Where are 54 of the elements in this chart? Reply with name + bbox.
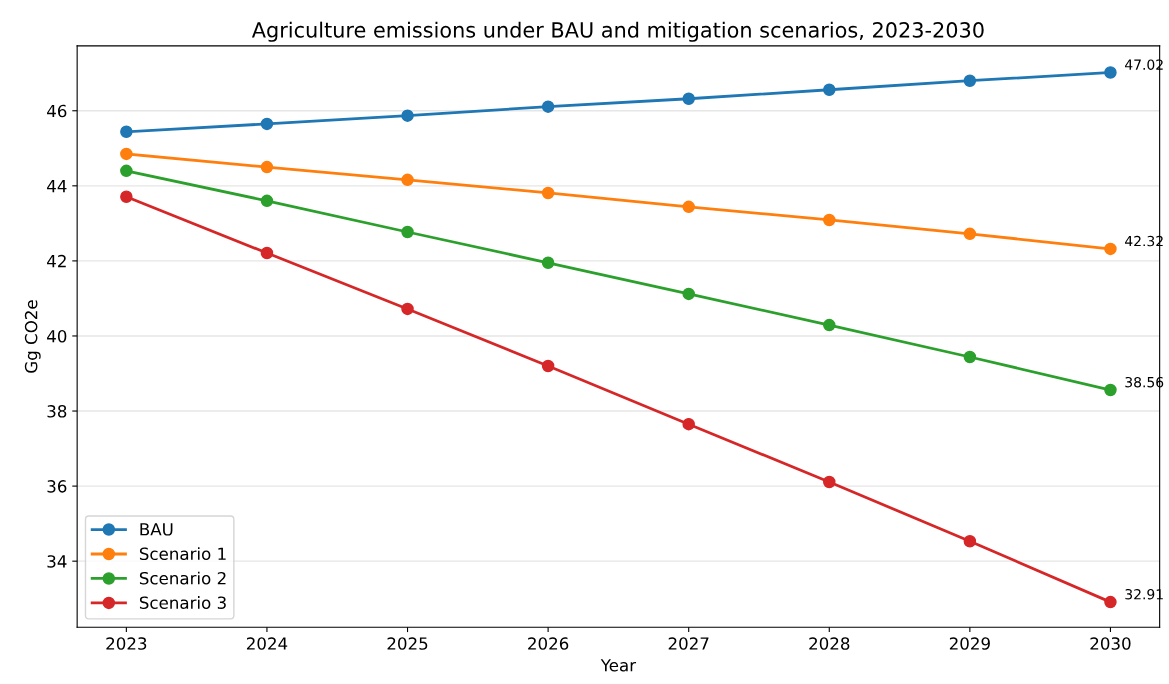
point	[682, 200, 695, 214]
legend-label: Scenario 3	[139, 596, 226, 609]
point	[1104, 66, 1117, 79]
x-axis-title: Year	[600, 659, 637, 672]
legend-label: Scenario 1	[139, 547, 226, 561]
point	[260, 160, 274, 174]
point	[120, 164, 133, 178]
point	[120, 125, 133, 139]
point	[1104, 242, 1117, 256]
y-tick-label: 44	[47, 180, 67, 193]
point	[682, 92, 695, 106]
x-tick-label: 2023	[106, 637, 147, 650]
y-tick-label: 46	[47, 104, 67, 118]
y-tick-label: 42	[47, 254, 66, 268]
point	[1104, 595, 1117, 609]
point	[963, 227, 977, 241]
point	[541, 359, 555, 373]
x-tick-label: 2026	[528, 637, 569, 650]
point	[120, 147, 133, 161]
point	[260, 194, 274, 208]
point	[401, 109, 414, 122]
y-tick-label: 38	[47, 404, 67, 418]
point	[120, 190, 133, 203]
point	[823, 83, 836, 96]
point	[260, 246, 274, 260]
legend-label: Scenario 2	[139, 571, 226, 585]
point	[401, 302, 414, 316]
point	[823, 318, 836, 332]
point	[260, 117, 274, 131]
point	[682, 417, 695, 431]
point	[963, 350, 977, 364]
chart-title: Agriculture emissions under BAU and mitigation scenarios, 2023-2030	[251, 21, 984, 42]
point	[541, 256, 555, 270]
point	[682, 287, 695, 301]
point	[541, 186, 555, 200]
point	[1104, 383, 1117, 397]
x-tick-label: 2029	[949, 637, 990, 650]
y-tick-label: 36	[47, 480, 67, 493]
point	[823, 213, 836, 227]
point	[541, 100, 555, 113]
x-tick-label: 2027	[668, 637, 709, 650]
x-tick-label: 2024	[246, 637, 288, 650]
point	[823, 475, 836, 489]
x-tick-label: 2030	[1090, 637, 1131, 650]
point	[401, 225, 414, 239]
x-tick-label: 2025	[387, 637, 428, 650]
point	[963, 535, 977, 548]
legend-label: BAU	[140, 523, 173, 536]
x-tick-label: 2028	[809, 637, 850, 650]
y-axis-title: Gg CO2e	[24, 300, 41, 373]
y-tick-label: 34	[47, 555, 67, 568]
y-tick-label: 40	[47, 329, 67, 343]
point	[963, 74, 977, 87]
point	[401, 173, 414, 187]
